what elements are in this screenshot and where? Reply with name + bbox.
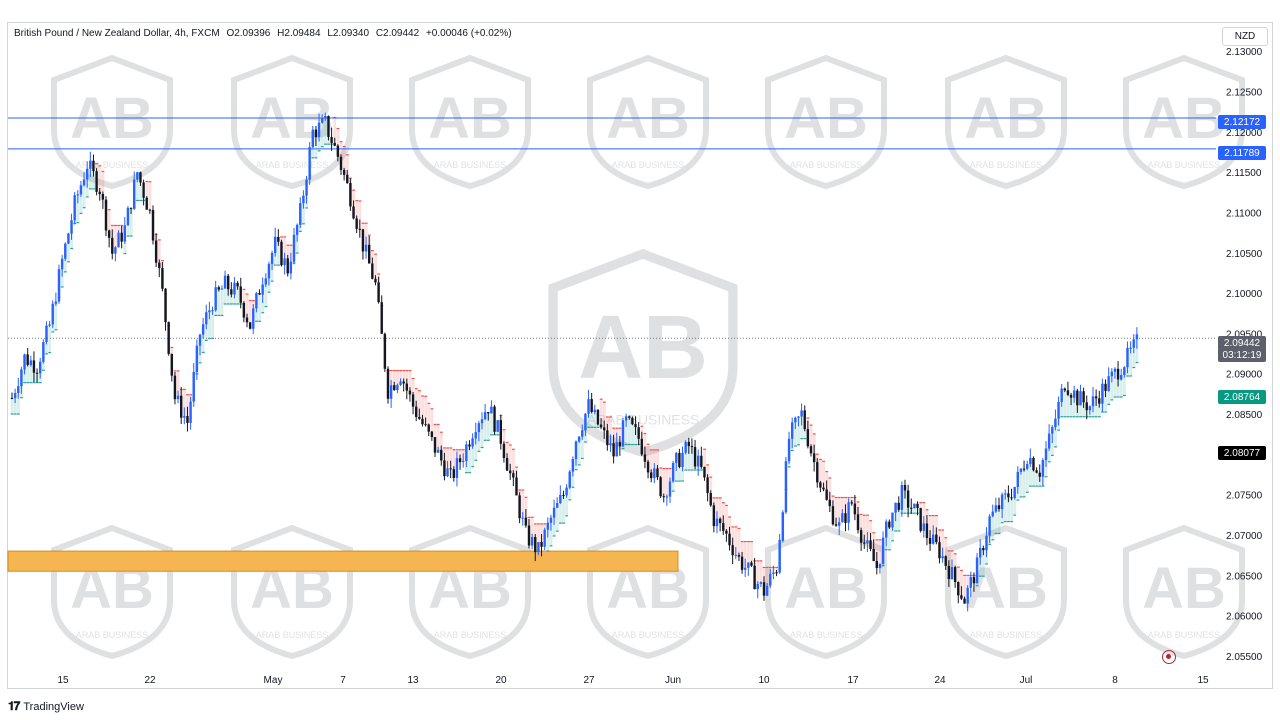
ohlc-open: O2.09396	[226, 28, 271, 39]
ohlc-low: L2.09340	[327, 28, 370, 39]
tradingview-brand[interactable]: 𝟏𝟕 TradingView	[8, 699, 84, 714]
brand-name: TradingView	[23, 700, 84, 713]
ohlc-close: C2.09442	[375, 28, 420, 39]
currency-button[interactable]: NZD	[1222, 27, 1268, 46]
resistance-2-price-label: 2.11789	[1218, 146, 1266, 160]
crosshair-level-label: 2.08077	[1218, 446, 1266, 460]
last-price-label: 2.09442	[1218, 336, 1266, 350]
resistance-1-price-label: 2.12172	[1218, 115, 1266, 129]
symbol-legend: British Pound / New Zealand Dollar, 4h, …	[14, 28, 516, 39]
chart-frame[interactable]	[7, 22, 1273, 689]
settings-icon[interactable]	[1162, 650, 1176, 664]
ohlc-high: H2.09484	[277, 28, 321, 39]
symbol-name[interactable]: British Pound / New Zealand Dollar, 4h, …	[14, 28, 220, 39]
tradingview-logo-icon: 𝟏𝟕	[8, 699, 20, 713]
trail-level-label: 2.08764	[1218, 390, 1266, 404]
countdown-label: 03:12:19	[1218, 348, 1266, 362]
ohlc-change: +0.00046 (+0.02%)	[425, 28, 512, 39]
